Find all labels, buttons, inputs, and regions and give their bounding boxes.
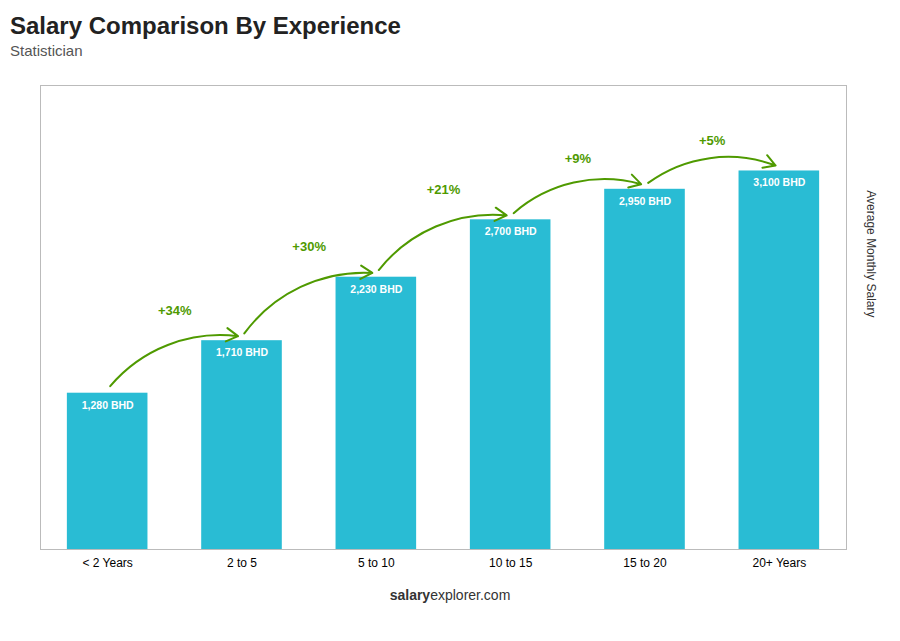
svg-text:Average Monthly Salary: Average Monthly Salary (864, 190, 878, 317)
html-text:salary explorer.com: salary explorer.com (389, 587, 511, 603)
svg-text:20+ Years: 20+ Years (752, 556, 806, 570)
svg-text:2,950 BHD: 2,950 BHD (619, 195, 671, 207)
html-text:Statistician: Statistician (10, 42, 83, 59)
svg-text:15 to 20: 15 to 20 (623, 556, 667, 570)
svg-text:+21%: +21% (427, 182, 461, 197)
svg-text:5 to 10: 5 to 10 (358, 556, 395, 570)
svg-text:1,280 BHD: 1,280 BHD (82, 399, 134, 411)
svg-text:+5%: +5% (699, 133, 726, 148)
html-text:Salary Comparison By Experienc: Salary Comparison By Experience (10, 12, 401, 39)
svg-text:2,700 BHD: 2,700 BHD (485, 225, 537, 237)
svg-text:+34%: +34% (158, 303, 192, 318)
svg-text:< 2 Years: < 2 Years (82, 556, 132, 570)
svg-text:2 to 5: 2 to 5 (227, 556, 257, 570)
svg-text:2,230 BHD: 2,230 BHD (350, 283, 402, 295)
svg-text:10 to 15: 10 to 15 (489, 556, 533, 570)
svg-text:3,100 BHD: 3,100 BHD (753, 176, 805, 188)
svg-text:+9%: +9% (565, 151, 592, 166)
svg-text:+30%: +30% (292, 239, 326, 254)
svg-text:1,710 BHD: 1,710 BHD (216, 346, 268, 358)
